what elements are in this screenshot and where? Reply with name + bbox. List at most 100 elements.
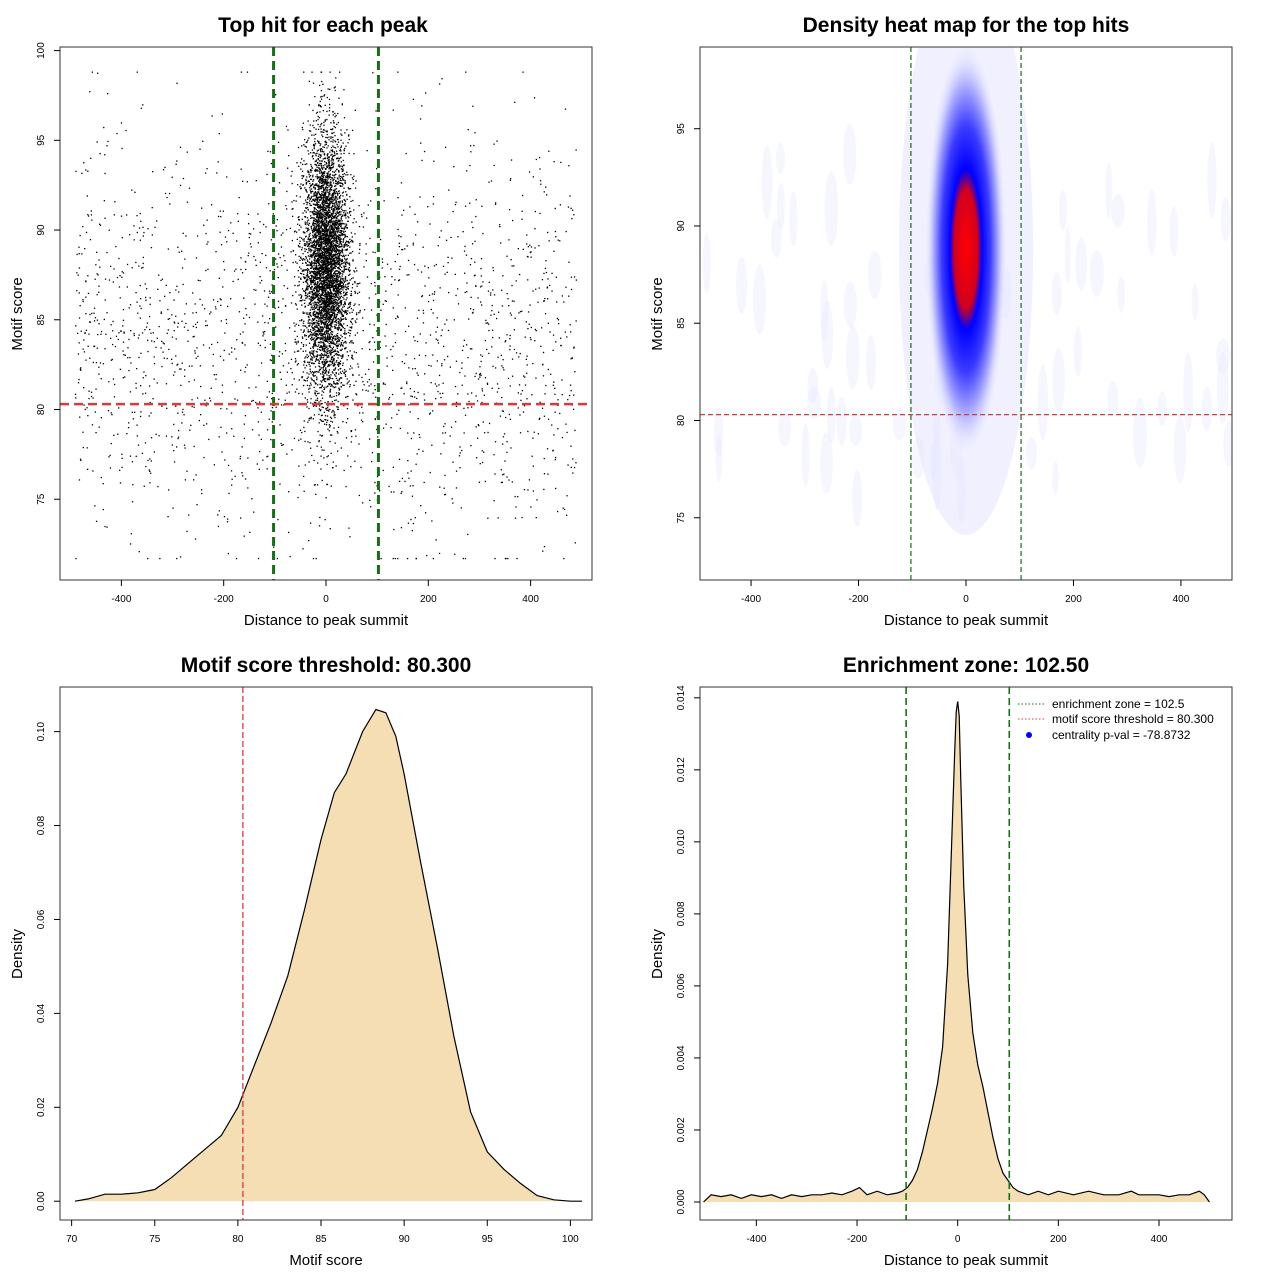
- scatter-point: [356, 283, 358, 285]
- scatter-point: [311, 254, 313, 256]
- scatter-point: [332, 205, 334, 207]
- scatter-point: [319, 330, 321, 332]
- scatter-point: [322, 129, 325, 131]
- scatter-point: [327, 333, 329, 335]
- scatter-point: [332, 166, 334, 168]
- scatter-point: [333, 359, 335, 361]
- scatter-point: [340, 194, 342, 197]
- scatter-point: [348, 302, 350, 305]
- scatter-point: [331, 247, 334, 250]
- scatter-point: [320, 283, 322, 285]
- scatter-point: [317, 247, 319, 250]
- scatter-point: [305, 178, 307, 181]
- scatter-point: [319, 244, 321, 247]
- scatter-point: [311, 305, 313, 307]
- scatter-point: [310, 171, 312, 173]
- scatter-point: [343, 285, 345, 287]
- scatter-point: [311, 308, 313, 311]
- scatter-point: [320, 273, 322, 275]
- scatter-point: [309, 272, 312, 274]
- scatter-point: [331, 339, 334, 342]
- scatter-point: [329, 169, 332, 172]
- scatter-point: [330, 136, 332, 138]
- scatter-point: [326, 313, 328, 315]
- scatter-point: [322, 234, 324, 236]
- scatter-point: [308, 388, 310, 390]
- scatter-point: [328, 410, 330, 412]
- scatter-point: [316, 262, 318, 264]
- scatter-point: [328, 216, 331, 219]
- scatter-point: [313, 340, 315, 342]
- scatter-point: [328, 107, 331, 109]
- scatter-point: [339, 237, 341, 239]
- scatter-point: [329, 273, 331, 275]
- scatter-point: [317, 336, 319, 339]
- scatter-point: [326, 274, 328, 277]
- scatter-point: [312, 352, 314, 354]
- scatter-point: [316, 200, 318, 202]
- scatter-point: [333, 260, 336, 262]
- scatter-point: [337, 280, 340, 282]
- scatter-point: [329, 88, 331, 90]
- scatter-point: [318, 362, 320, 364]
- scatter-point: [346, 279, 348, 282]
- scatter-point: [318, 225, 320, 228]
- scatter-point: [328, 136, 330, 138]
- scatter-point: [311, 274, 313, 277]
- scatter-point: [301, 158, 303, 160]
- scatter-point: [338, 292, 340, 294]
- scatter-point: [342, 230, 344, 232]
- scatter-point: [306, 327, 308, 329]
- scatter-point: [318, 260, 320, 263]
- scatter-point: [301, 218, 303, 220]
- scatter-point: [321, 414, 323, 416]
- scatter-point: [332, 196, 334, 198]
- scatter-point: [329, 336, 331, 339]
- scatter-point: [327, 317, 329, 319]
- scatter-point: [329, 71, 331, 73]
- scatter-point: [327, 292, 329, 294]
- scatter-point: [313, 179, 315, 181]
- scatter-point: [336, 209, 338, 211]
- scatter-point: [309, 279, 311, 282]
- scatter-point: [340, 232, 342, 234]
- scatter-point: [320, 286, 323, 288]
- scatter-point: [322, 173, 324, 175]
- scatter-point: [335, 277, 337, 279]
- scatter-point: [323, 369, 326, 372]
- scatter-point: [312, 327, 314, 329]
- scatter-point: [313, 288, 315, 290]
- scatter-point: [341, 246, 343, 248]
- scatter-point: [337, 230, 339, 232]
- scatter-point: [334, 244, 337, 247]
- scatter-point: [331, 322, 333, 325]
- scatter-point: [334, 204, 336, 206]
- scatter-point: [324, 334, 326, 336]
- scatter-point: [337, 240, 339, 243]
- scatter-point: [333, 298, 335, 300]
- scatter-point: [309, 330, 311, 333]
- scatter-point: [328, 350, 330, 352]
- scatter-point: [313, 292, 316, 294]
- scatter-point: [332, 136, 334, 138]
- scatter-point: [325, 260, 327, 262]
- scatter-point: [336, 335, 339, 337]
- scatter-point: [313, 225, 315, 227]
- scatter-point: [338, 274, 341, 276]
- scatter-point: [335, 338, 337, 340]
- scatter-point: [328, 315, 330, 317]
- scatter-point: [352, 374, 354, 377]
- scatter-point: [335, 336, 337, 338]
- scatter-point: [336, 288, 339, 290]
- scatter-point: [334, 257, 336, 259]
- scatter-point: [333, 154, 335, 157]
- scatter-point: [319, 349, 321, 351]
- scatter-point: [320, 226, 322, 229]
- scatter-point: [322, 176, 324, 178]
- scatter-point: [324, 283, 326, 285]
- scatter-point: [324, 354, 326, 357]
- scatter-point: [326, 174, 328, 177]
- scatter-point: [326, 187, 328, 189]
- scatter-point: [331, 276, 333, 278]
- scatter-point: [321, 313, 323, 315]
